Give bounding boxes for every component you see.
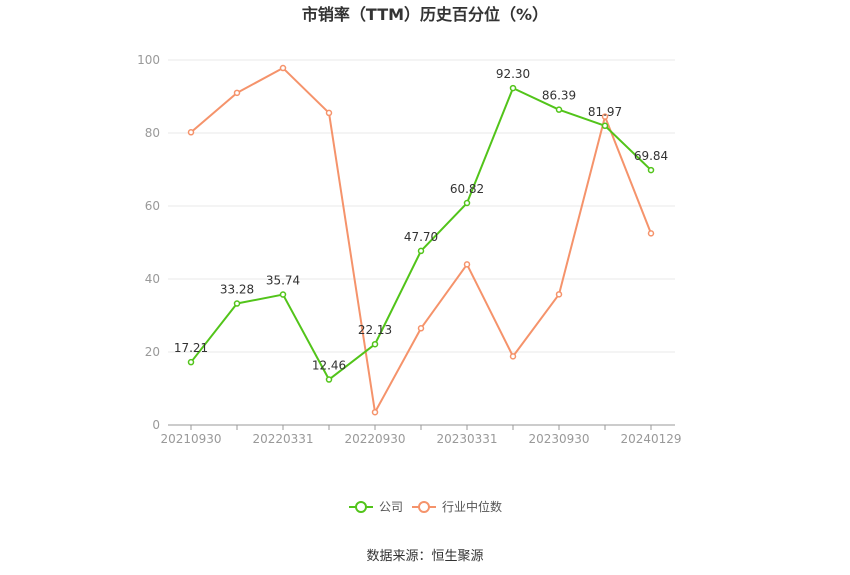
- industry-point-9[interactable]: [601, 113, 609, 120]
- company-data-label-7: 92.30: [496, 67, 530, 81]
- grid-layer: [168, 59, 675, 353]
- legend-item-company[interactable]: 公司: [349, 500, 403, 514]
- x-tick-label-1: 20220331: [252, 432, 313, 446]
- company-point-0[interactable]: [187, 358, 195, 366]
- y-tick-label-20: 20: [145, 345, 160, 359]
- y-tick-label-0: 0: [152, 418, 160, 432]
- industry-point-0[interactable]: [187, 129, 195, 136]
- axis-layer: 0 20 40 60 80 100 20210930 20220331 20220930 2023…: [137, 53, 681, 446]
- company-point-5[interactable]: [417, 247, 425, 255]
- legend-company-label: 公司: [379, 500, 403, 514]
- x-tick-label-0: 20210930: [160, 432, 221, 446]
- company-data-label-2: 35.74: [266, 274, 300, 288]
- company-point-4[interactable]: [371, 340, 379, 348]
- label-layer: 17.21 33.28 35.74 12.46 22.13 47.70 60.82 92.30…: [174, 67, 668, 372]
- y-tick-label-100: 100: [137, 53, 160, 67]
- company-data-label-8: 86.39: [542, 89, 576, 103]
- company-point-6[interactable]: [463, 199, 471, 207]
- company-data-label-10: 69.84: [634, 149, 668, 163]
- industry-point-3[interactable]: [325, 109, 333, 117]
- company-data-label-1: 33.28: [220, 283, 254, 297]
- company-point-2[interactable]: [279, 291, 287, 298]
- legend: 公司 行业中位数: [349, 499, 502, 514]
- chart-title: 市销率（TTM）历史百分位（%）: [302, 5, 548, 24]
- legend-company-marker: [355, 501, 367, 513]
- company-data-label-9: 81.97: [588, 105, 622, 119]
- company-data-label-0: 17.21: [174, 341, 208, 355]
- company-data-label-6: 60.82: [450, 182, 484, 196]
- legend-item-industry[interactable]: 行业中位数: [412, 499, 502, 514]
- company-point-3[interactable]: [325, 376, 333, 383]
- industry-point-7[interactable]: [509, 353, 517, 360]
- legend-industry-marker: [418, 501, 430, 513]
- y-tick-label-60: 60: [145, 199, 160, 213]
- industry-point-6[interactable]: [463, 261, 471, 268]
- source-text: 数据来源：恒生聚源: [366, 549, 483, 564]
- industry-point-4[interactable]: [371, 408, 379, 416]
- industry-point-10[interactable]: [647, 230, 655, 237]
- company-point-7[interactable]: [509, 84, 517, 92]
- x-tick-label-3: 20230331: [436, 432, 497, 446]
- x-tick-label-2: 20220930: [344, 432, 405, 446]
- industry-point-1[interactable]: [233, 89, 241, 97]
- industry-point-2[interactable]: [279, 64, 287, 72]
- industry-point-5[interactable]: [417, 325, 425, 332]
- y-tick-label-40: 40: [145, 272, 160, 286]
- company-data-label-3: 12.46: [312, 359, 346, 373]
- company-point-9[interactable]: [601, 122, 609, 130]
- company-data-label-4: 22.13: [358, 323, 392, 337]
- company-point-10[interactable]: [647, 166, 655, 174]
- company-point-1[interactable]: [233, 300, 241, 307]
- industry-point-8[interactable]: [555, 291, 563, 298]
- company-point-8[interactable]: [555, 106, 563, 113]
- legend-industry-label: 行业中位数: [442, 499, 502, 514]
- x-tick-label-4: 20230930: [528, 432, 589, 446]
- y-tick-label-80: 80: [145, 126, 160, 140]
- x-tick-label-5: 20240129: [620, 432, 681, 446]
- series-layer: [187, 64, 655, 416]
- company-data-label-5: 47.70: [404, 230, 438, 244]
